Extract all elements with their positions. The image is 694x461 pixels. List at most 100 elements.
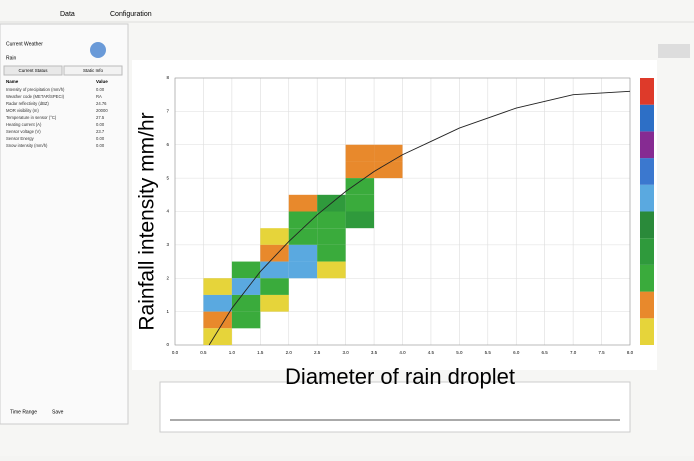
colorbar-swatch bbox=[640, 211, 654, 239]
table-cell: Temperature in sensor (°C) bbox=[6, 115, 57, 120]
x-tick-label: 7.5 bbox=[598, 350, 605, 355]
heat-cell bbox=[317, 211, 346, 229]
x-tick-label: 2.5 bbox=[314, 350, 321, 355]
x-tick-label: 0.5 bbox=[200, 350, 207, 355]
side-panel bbox=[0, 23, 129, 425]
time-strip bbox=[159, 381, 631, 433]
x-tick-label: 6.5 bbox=[542, 350, 549, 355]
y-tick-label: 4 bbox=[166, 209, 169, 214]
x-tick-label: 3.0 bbox=[342, 350, 349, 355]
table-header: Value bbox=[96, 79, 108, 84]
tab[interactable] bbox=[3, 65, 63, 76]
heat-cell bbox=[288, 261, 318, 279]
toolbar[interactable] bbox=[658, 44, 690, 58]
heat-cell bbox=[203, 294, 232, 312]
table-cell: Sensor Energy bbox=[6, 136, 35, 141]
x-tick-label: 2.0 bbox=[286, 350, 293, 355]
button[interactable]: Save bbox=[52, 409, 64, 415]
y-axis-title: Rainfall intensity mm/hr bbox=[136, 112, 159, 330]
heat-cell bbox=[203, 278, 232, 295]
heat-cell bbox=[317, 261, 346, 279]
x-tick-label: 6.0 bbox=[513, 350, 520, 355]
table-cell: 24.76 bbox=[96, 101, 107, 106]
menu-item[interactable]: Configuration bbox=[110, 11, 152, 18]
table-cell: RA bbox=[96, 94, 102, 99]
x-tick-label: 5.5 bbox=[485, 350, 492, 355]
tab[interactable] bbox=[63, 65, 123, 76]
heat-cell bbox=[260, 278, 289, 295]
x-tick-label: 8.0 bbox=[627, 350, 634, 355]
status-condition: Rain bbox=[6, 55, 17, 61]
x-tick-label: 1.0 bbox=[229, 350, 236, 355]
heat-cell bbox=[203, 311, 232, 329]
table-cell: MOR visibility (m) bbox=[6, 108, 39, 113]
y-tick-label: 8 bbox=[166, 75, 169, 80]
colorbar-swatch bbox=[640, 104, 654, 132]
heat-cell bbox=[288, 194, 318, 212]
label: Time Range bbox=[10, 409, 37, 415]
plot: 0.0 0.5 1.0 1.5 2.0 2.5 3.0 3.5 4.0 4.5 5.0 5.5 6.0 6… bbox=[136, 75, 654, 389]
x-axis-title: Diameter of rain droplet bbox=[285, 364, 515, 389]
heat-cell bbox=[288, 244, 318, 262]
colorbar-swatch bbox=[640, 158, 654, 185]
status-table: Name Value Intensity of precipitation (mm/… bbox=[6, 79, 108, 148]
heat-cell bbox=[317, 244, 346, 262]
colorbar-swatch bbox=[640, 238, 654, 265]
plot-frame bbox=[174, 77, 631, 346]
weather-icon bbox=[90, 42, 106, 58]
tab-label[interactable]: Static Info bbox=[83, 68, 104, 73]
heat-cell bbox=[260, 228, 289, 245]
colorbar-swatch bbox=[640, 264, 654, 292]
table-cell: Heating current (A) bbox=[6, 122, 42, 127]
table-cell: Snow intensity (mm/h) bbox=[6, 143, 48, 148]
heat-cell bbox=[345, 144, 375, 162]
x-tick-label: 0.0 bbox=[172, 350, 179, 355]
x-tick-label: 7.0 bbox=[570, 350, 577, 355]
heat-cell bbox=[260, 294, 289, 312]
colorbar-swatch bbox=[640, 291, 654, 319]
heat-cell bbox=[317, 228, 346, 245]
table-cell: 23.7 bbox=[96, 129, 105, 134]
tab-label[interactable]: Current Status bbox=[18, 68, 48, 73]
colorbar-swatch bbox=[640, 131, 654, 159]
heat-cell bbox=[345, 178, 375, 195]
table-cell: 27.5 bbox=[96, 115, 105, 120]
table-cell: Radar reflectivity (dBZ) bbox=[6, 101, 49, 106]
heat-cell bbox=[231, 311, 261, 329]
table-cell: Intensity of precipitation (mm/h) bbox=[6, 87, 65, 92]
table-cell: 20000 bbox=[96, 108, 108, 113]
heat-cell bbox=[345, 211, 375, 229]
table-cell: 0.00 bbox=[96, 143, 105, 148]
x-tick-label: 1.5 bbox=[257, 350, 264, 355]
y-tick-label: 5 bbox=[166, 175, 169, 180]
colorbar-swatch bbox=[640, 78, 654, 105]
menu-item[interactable]: Data bbox=[60, 11, 75, 18]
heat-cell bbox=[260, 244, 289, 262]
y-tick-label: 1 bbox=[166, 309, 169, 314]
table-header: Name bbox=[6, 79, 19, 84]
heat-cell bbox=[260, 261, 289, 279]
heat-cell bbox=[374, 161, 403, 179]
table-cell: Sensor voltage (V) bbox=[6, 129, 41, 134]
heat-cell bbox=[374, 144, 403, 162]
colorbar-swatch bbox=[640, 184, 654, 212]
heat-cell bbox=[288, 211, 318, 229]
heat-cell bbox=[231, 261, 261, 279]
table-cell: 0.00 bbox=[96, 122, 105, 127]
x-tick-label: 3.5 bbox=[371, 350, 378, 355]
x-tick-label: 4.5 bbox=[428, 350, 435, 355]
y-tick-label: 0 bbox=[166, 342, 169, 347]
y-tick-label: 7 bbox=[166, 109, 169, 114]
heat-cell bbox=[345, 194, 375, 212]
table-cell: 0.00 bbox=[96, 87, 105, 92]
colorbar-swatch bbox=[640, 318, 654, 345]
table-cell: 0.00 bbox=[96, 136, 105, 141]
heat-cell bbox=[345, 161, 375, 179]
table-cell: Weather code (METAR/SPECI) bbox=[6, 94, 65, 99]
y-tick-label: 2 bbox=[166, 275, 169, 280]
y-tick-label: 6 bbox=[166, 142, 169, 147]
status-title: Current Weather bbox=[6, 41, 43, 47]
heat-cell bbox=[288, 228, 318, 245]
x-tick-label: 5.0 bbox=[456, 350, 463, 355]
